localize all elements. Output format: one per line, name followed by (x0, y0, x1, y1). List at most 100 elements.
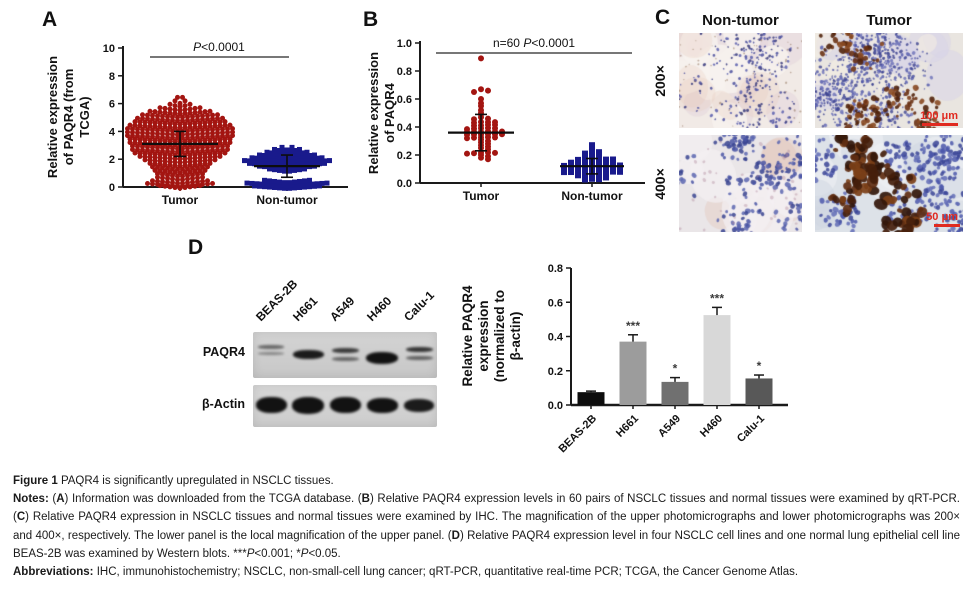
scatter-point (297, 159, 302, 165)
scatter-point (182, 185, 188, 191)
scatter-point (294, 182, 300, 188)
scatter-point (155, 113, 160, 119)
blot-band (404, 399, 434, 412)
scatter-point (195, 175, 200, 181)
panel-d-label: D (188, 236, 204, 259)
blot-row-label-paqr4: PAQR4 (202, 345, 245, 359)
scatter-point (304, 181, 310, 187)
scatter-point (162, 183, 168, 189)
scatter-point (257, 152, 262, 158)
bar-H460 (703, 315, 731, 405)
scatter-point (277, 154, 282, 160)
scatter-point (205, 112, 210, 118)
scatter-point (157, 120, 163, 126)
scatter-point (617, 168, 623, 175)
scatter-point (180, 173, 185, 179)
scatter-point (152, 167, 158, 173)
significance-label: * (673, 362, 678, 376)
scatter-point (157, 105, 163, 111)
scatter-point (254, 155, 260, 161)
scatter-point (582, 150, 588, 157)
significance-label: *** (710, 291, 724, 305)
micrograph-tumor-400x (815, 135, 963, 232)
y-tick-label: 0 (109, 182, 115, 194)
scatter-point (125, 133, 130, 139)
scalebar-50um-line (934, 224, 960, 227)
scatter-point (200, 144, 205, 150)
scatter-point (165, 131, 170, 137)
scatter-point (312, 159, 317, 165)
scatter-point (217, 123, 223, 129)
scatter-point (155, 174, 160, 180)
y-axis-title: Relative expression (366, 52, 381, 174)
scatter-point (200, 174, 205, 180)
scatter-point (215, 144, 220, 150)
row-label-200x: 200× (652, 65, 669, 97)
scatter-point (257, 159, 262, 165)
scatter-point (464, 126, 470, 133)
scatter-point (230, 126, 235, 132)
blot-band (255, 397, 287, 413)
scatter-point (200, 131, 205, 137)
western-blot-paqr4-strip (253, 332, 437, 378)
scatter-point (127, 122, 133, 128)
scatter-point (145, 116, 150, 122)
scatter-point (142, 157, 148, 163)
scatter-point (170, 176, 175, 182)
scatter-point (297, 146, 302, 152)
scatter-point (165, 175, 170, 181)
scatter-point (272, 178, 277, 184)
scatter-point (207, 137, 213, 143)
scatter-point (197, 109, 203, 115)
scatter-point (242, 158, 247, 164)
y-tick-label: 0.6 (548, 297, 563, 309)
scatter-point (175, 94, 180, 100)
scatter-point (471, 116, 477, 123)
y-tick-label: 2 (109, 154, 115, 166)
scatter-point (225, 129, 230, 135)
scatter-point (210, 130, 215, 136)
y-tick-label: 4 (109, 126, 116, 138)
scatter-point (302, 162, 307, 168)
blot-band (292, 397, 324, 414)
scatter-point (142, 137, 148, 143)
scatter-point (252, 158, 257, 164)
y-tick-label: 1.0 (397, 38, 412, 50)
scatter-point (147, 123, 153, 129)
y-axis-title: Relative expression (45, 56, 60, 178)
scatter-point (195, 113, 200, 119)
scatter-point (227, 136, 233, 142)
scatter-point (603, 156, 609, 163)
scatter-point (152, 109, 158, 115)
scatter-point (575, 156, 581, 163)
scatter-point (180, 177, 185, 183)
scatter-point (185, 131, 190, 137)
scatter-point (272, 153, 277, 159)
scatter-point (147, 120, 153, 126)
scatter-point (596, 168, 602, 175)
x-category-label: Calu-1 (735, 413, 767, 445)
scatter-point (279, 182, 285, 188)
scatter-point (162, 110, 168, 116)
scatter-point (137, 137, 143, 143)
scatter-point (215, 130, 220, 136)
scatter-point (180, 114, 185, 120)
scatter-point (192, 138, 198, 144)
scatter-point (225, 143, 230, 149)
y-tick-label: 0.0 (548, 400, 563, 412)
scatter-point (561, 169, 567, 176)
scatter-point (317, 161, 322, 167)
scatter-point (160, 171, 165, 177)
scatter-point (155, 171, 160, 177)
scatter-point (190, 175, 195, 181)
scatter-point (277, 185, 282, 191)
scatter-point (200, 113, 205, 119)
scatter-point (327, 158, 332, 164)
scatter-point (302, 153, 307, 159)
scatter-point (182, 138, 188, 144)
scatter-point (142, 123, 148, 129)
scatter-point (596, 149, 602, 156)
scatter-point (145, 181, 150, 187)
scatter-point (252, 161, 257, 167)
scatter-point (187, 184, 193, 190)
